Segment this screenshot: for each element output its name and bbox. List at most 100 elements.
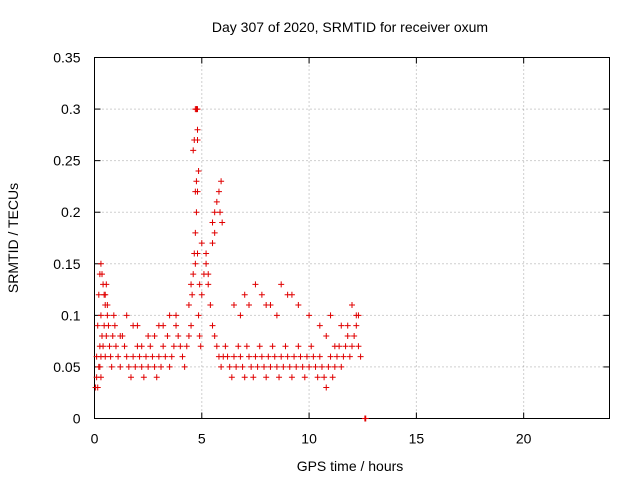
data-point <box>175 332 182 339</box>
data-point <box>193 209 200 216</box>
data-point <box>170 343 177 350</box>
data-point <box>340 353 347 360</box>
x-tick-label: 5 <box>198 431 206 447</box>
data-point <box>130 322 137 329</box>
data-point <box>254 363 261 370</box>
data-point <box>143 353 149 360</box>
data-point <box>105 322 112 329</box>
data-point <box>246 302 252 309</box>
data-point <box>215 188 222 195</box>
data-point <box>258 291 265 298</box>
data-point <box>102 302 109 309</box>
data-point <box>252 353 259 360</box>
data-point <box>192 188 199 195</box>
data-point <box>203 250 210 257</box>
data-point <box>224 353 231 360</box>
data-point <box>211 229 218 236</box>
data-point <box>353 322 360 329</box>
data-point <box>250 374 257 381</box>
data-point <box>321 374 328 381</box>
data-point <box>196 281 203 288</box>
data-point <box>346 353 353 360</box>
data-point <box>308 343 315 350</box>
data-point <box>325 363 332 370</box>
data-point <box>155 353 162 360</box>
data-point <box>327 312 334 319</box>
data-point <box>261 363 268 370</box>
data-point <box>192 260 199 267</box>
data-point <box>218 363 225 370</box>
data-point <box>121 343 128 350</box>
data-point <box>213 198 220 205</box>
data-point <box>217 209 224 216</box>
data-point <box>123 312 130 319</box>
data-point <box>222 343 229 350</box>
data-point <box>342 343 349 350</box>
data-point <box>256 343 263 350</box>
data-point <box>333 353 340 360</box>
data-point <box>149 353 156 360</box>
data-point <box>115 353 122 360</box>
data-point <box>243 343 250 350</box>
data-point <box>209 240 216 247</box>
data-point <box>344 322 351 329</box>
data-point <box>93 374 100 381</box>
data-point <box>338 363 345 370</box>
data-point <box>271 353 278 360</box>
data-point <box>344 332 351 339</box>
y-tick-label: 0.3 <box>61 101 81 117</box>
plot-frame <box>94 57 610 419</box>
data-point <box>241 291 248 298</box>
y-tick-label: 0.35 <box>53 50 80 66</box>
data-point <box>248 363 255 370</box>
data-point <box>195 312 202 319</box>
data-point <box>198 291 205 298</box>
data-point <box>331 363 338 370</box>
data-point <box>297 353 304 360</box>
data-point <box>188 281 195 288</box>
data-point <box>237 353 244 360</box>
data-point <box>112 343 119 350</box>
data-point <box>316 322 323 329</box>
data-point <box>101 291 108 298</box>
data-point <box>192 229 199 236</box>
data-point <box>228 374 235 381</box>
data-point <box>132 363 139 370</box>
data-point <box>282 343 289 350</box>
data-point <box>230 353 237 360</box>
data-point <box>338 322 345 329</box>
data-point <box>173 322 180 329</box>
data-point <box>353 312 360 319</box>
data-point <box>94 322 101 329</box>
data-point <box>164 332 171 339</box>
data-point <box>246 353 252 360</box>
data-point <box>318 363 325 370</box>
data-point <box>323 384 330 391</box>
data-point <box>145 363 152 370</box>
data-point <box>166 312 173 319</box>
x-tick-label: 15 <box>409 431 425 447</box>
data-point <box>109 332 116 339</box>
data-point <box>278 353 285 360</box>
data-point <box>286 363 293 370</box>
data-point <box>230 302 237 309</box>
y-axis-label: SRMTID / TECUs <box>5 183 21 293</box>
data-point <box>138 363 145 370</box>
data-point <box>349 302 355 309</box>
data-point <box>329 374 336 381</box>
data-point <box>288 374 295 381</box>
data-point <box>166 363 173 370</box>
data-point <box>331 343 338 350</box>
data-point <box>303 353 310 360</box>
data-point <box>280 363 287 370</box>
data-point <box>194 250 201 257</box>
y-tick-label: 0.15 <box>53 256 80 272</box>
data-point <box>100 281 107 288</box>
data-point <box>198 240 205 247</box>
data-point <box>153 374 160 381</box>
data-point <box>190 271 197 278</box>
chart-title: Day 307 of 2020, SRMTID for receiver oxu… <box>212 19 488 35</box>
data-point <box>123 353 130 360</box>
x-tick-label: 10 <box>301 431 317 447</box>
data-point <box>267 302 274 309</box>
